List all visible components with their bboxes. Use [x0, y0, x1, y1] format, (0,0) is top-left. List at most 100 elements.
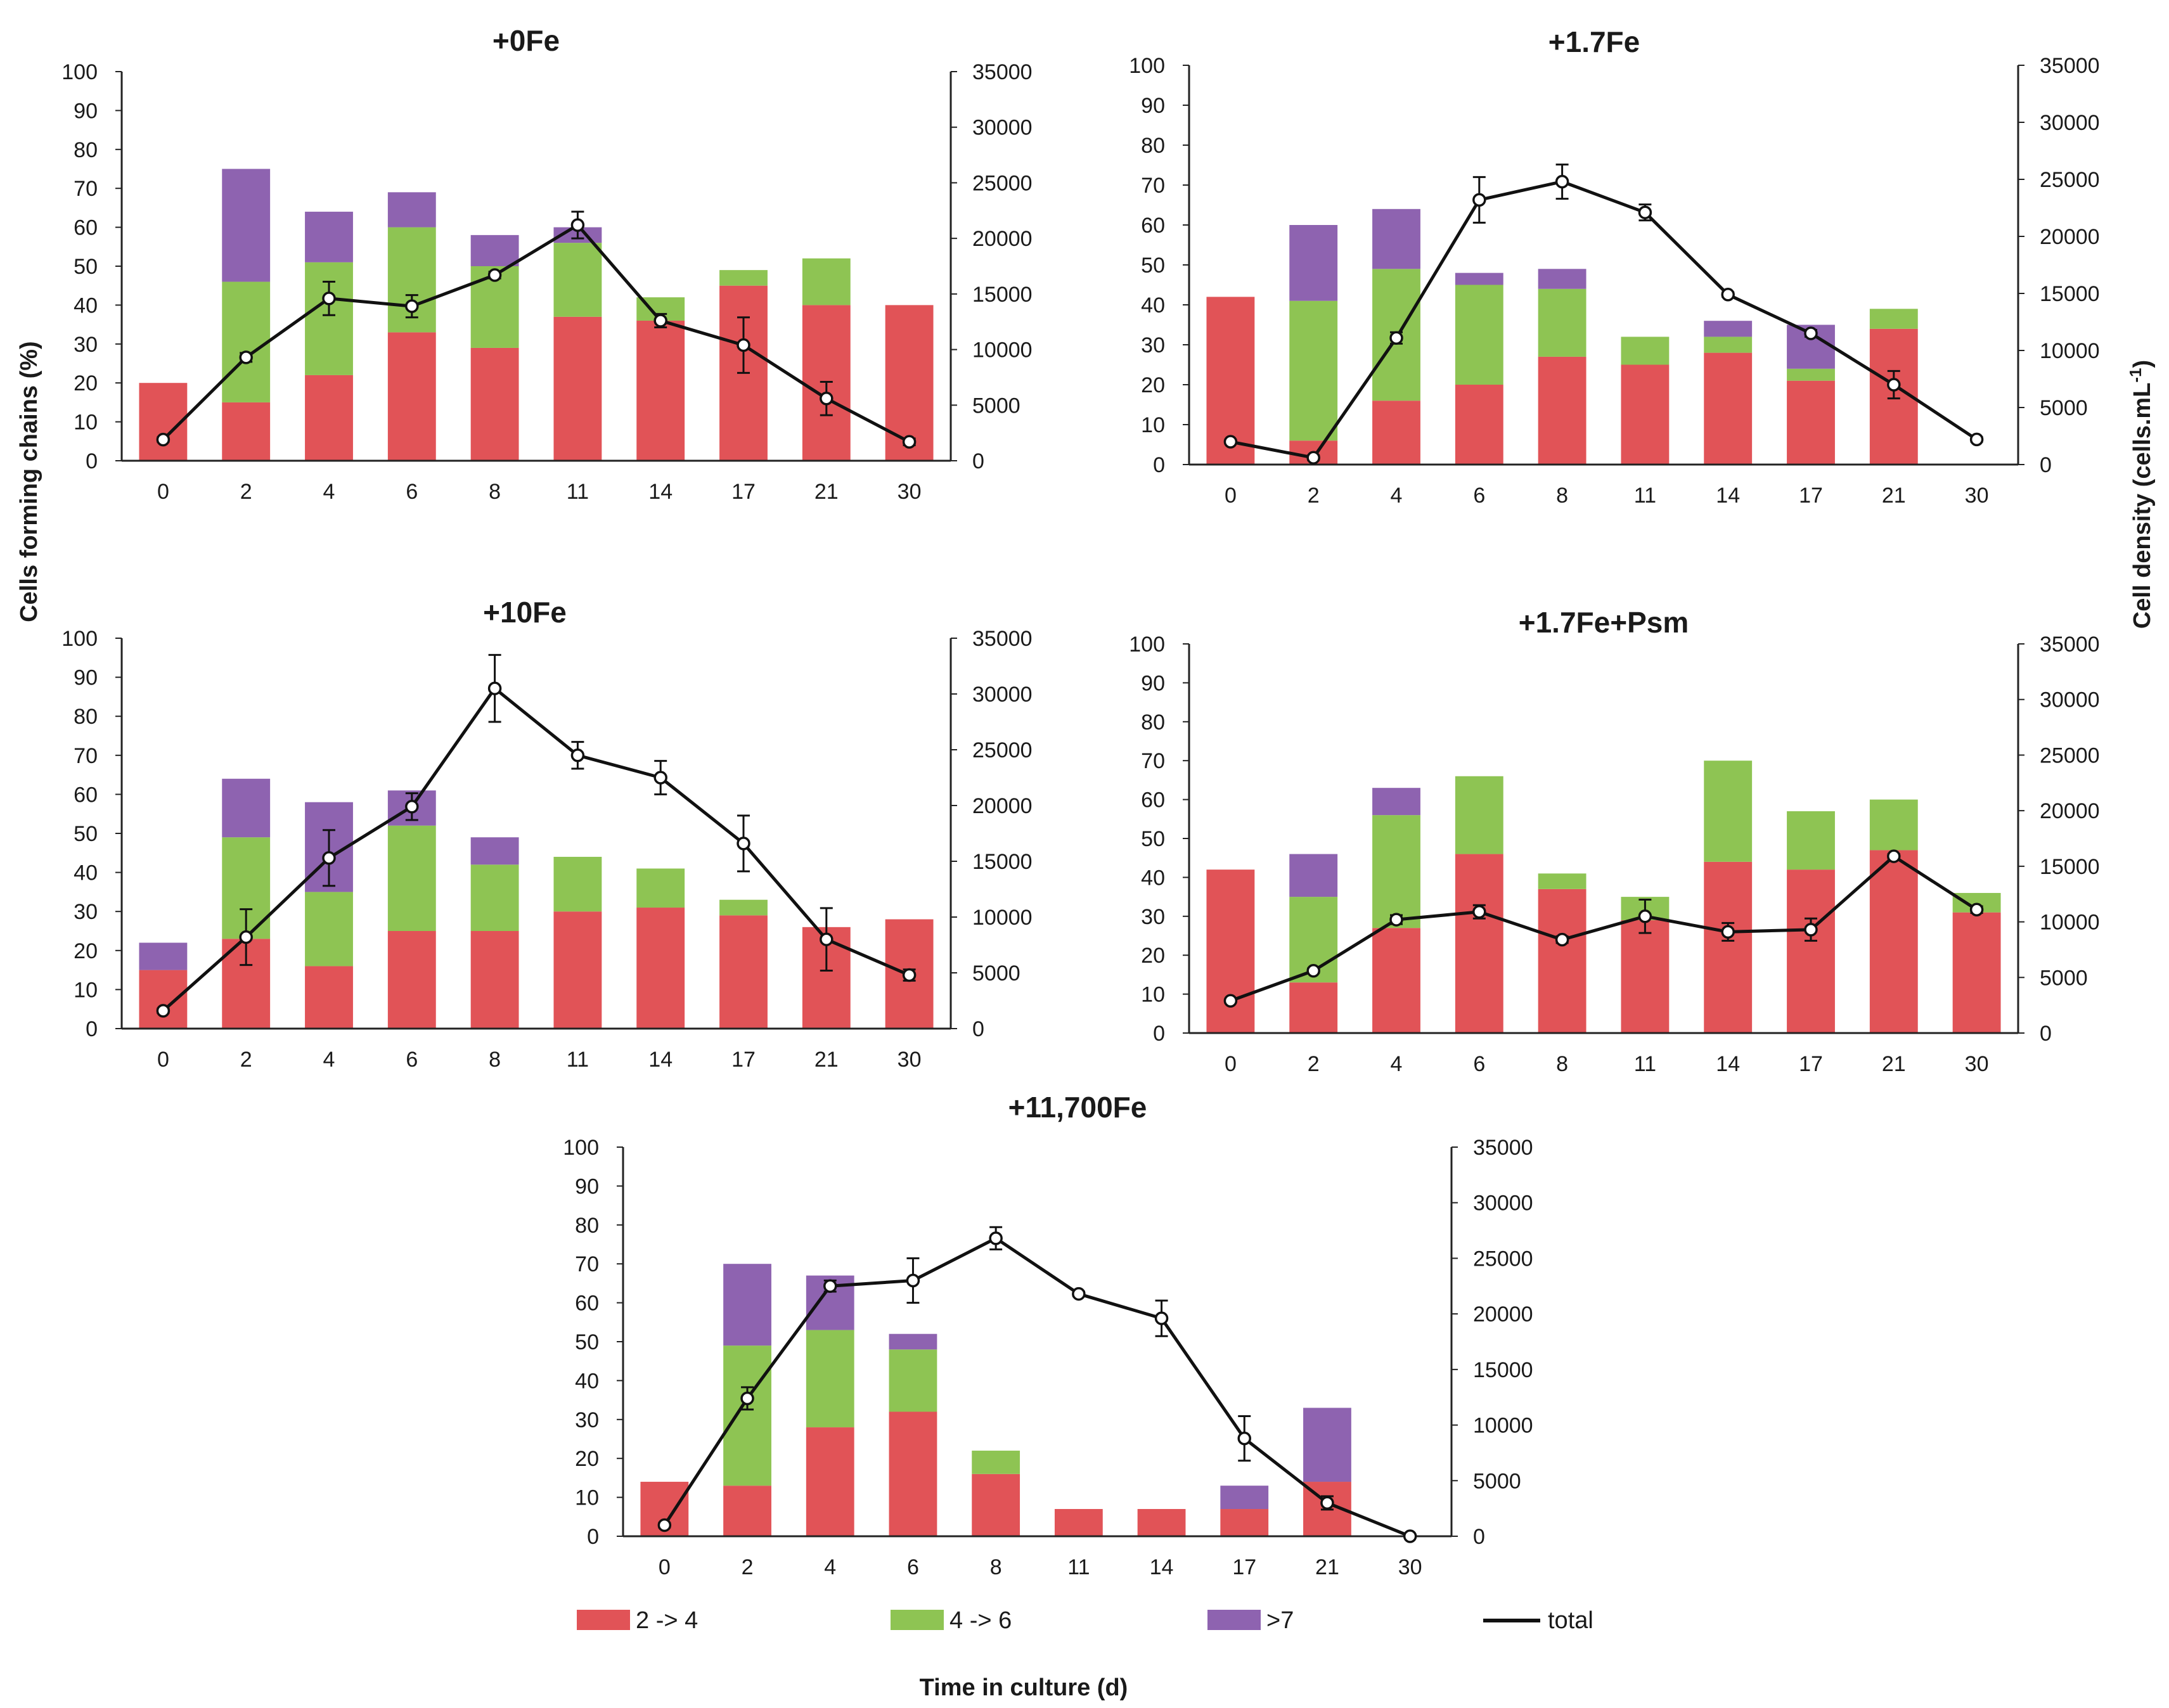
total-point-day-4 [322, 292, 336, 305]
legend-label-gt7: >7 [1266, 1607, 1294, 1634]
bar-4-6-day-2 [1289, 300, 1338, 441]
total-point-day-11 [1638, 205, 1652, 219]
left-tick-label: 70 [1141, 174, 1165, 198]
left-tick-label: 30 [1141, 333, 1165, 357]
total-point-day-30 [902, 435, 917, 449]
left-tick-label: 80 [1141, 134, 1165, 158]
x-tick-label: 2 [240, 1048, 252, 1072]
bar-4-6-day-11 [553, 856, 602, 912]
left-tick-label: 70 [575, 1252, 599, 1276]
total-point-day-11 [570, 218, 585, 232]
right-tick-label: 35000 [972, 627, 1033, 651]
x-tick-label: 4 [1391, 484, 1403, 508]
bar-2-4-day-14 [636, 908, 685, 1029]
total-point-day-4 [1389, 331, 1403, 345]
left-tick-label: 20 [1141, 944, 1165, 968]
bar-4-6-day-17 [719, 270, 768, 286]
total-point-day-17 [1804, 923, 1818, 937]
left-tick-label: 70 [1141, 749, 1165, 773]
right-tick-label: 25000 [1473, 1247, 1533, 1271]
bar-2-4-day-4 [1372, 401, 1420, 465]
chart-title: +10Fe [483, 596, 567, 629]
total-point-day-8 [487, 681, 502, 695]
bar-2-4-day-17 [1220, 1509, 1269, 1536]
left-tick-label: 60 [74, 783, 98, 807]
x-tick-label: 11 [1067, 1555, 1090, 1579]
bar-4-6-day-11 [553, 243, 602, 317]
x-tick-label: 8 [990, 1555, 1002, 1579]
x-tick-label: 0 [1225, 1052, 1237, 1076]
right-tick-label: 10000 [2040, 911, 2100, 935]
bar-4-6-day-6 [1455, 776, 1503, 854]
bar-4-6-day-2 [222, 281, 271, 402]
bar-2-4-day-6 [387, 931, 436, 1029]
bar-4-6-day-21 [1869, 309, 1918, 329]
bar-gt7-day-2 [1289, 225, 1338, 301]
total-point-day-14 [1721, 288, 1735, 302]
left-tick-label: 0 [86, 1017, 98, 1041]
right-tick-label: 20000 [2040, 225, 2100, 249]
total-point-day-8 [1555, 932, 1569, 947]
bar-2-4-day-6 [1455, 385, 1503, 465]
bar-2-4-day-17 [1787, 870, 1835, 1033]
bar-4-6-day-21 [1869, 799, 1918, 851]
bar-gt7-day-2 [222, 778, 271, 838]
bar-4-6-day-8 [470, 864, 519, 931]
bar-4-6-day-4 [305, 262, 353, 375]
x-tick-label: 17 [1799, 1052, 1823, 1076]
left-tick-label: 90 [1141, 671, 1165, 695]
right-tick-label: 35000 [2040, 54, 2100, 78]
left-tick-label: 50 [1141, 827, 1165, 851]
total-point-day-14 [1721, 925, 1735, 939]
right-tick-label: 15000 [972, 850, 1033, 874]
right-tick-label: 15000 [2040, 855, 2100, 879]
x-tick-label: 14 [648, 1048, 673, 1072]
bar-2-4-day-11 [553, 316, 602, 461]
x-tick-label: 6 [406, 1048, 418, 1072]
right-tick-label: 25000 [972, 171, 1033, 195]
bar-gt7-day-4 [305, 212, 353, 262]
chart-3: +10Fe01020304050607080901000500010000150… [61, 596, 1032, 1072]
left-tick-label: 100 [61, 60, 98, 84]
bar-4-6-day-4 [305, 892, 353, 966]
left-tick-label: 30 [74, 900, 98, 924]
x-tick-label: 8 [1556, 1052, 1568, 1076]
x-tick-label: 14 [1150, 1555, 1174, 1579]
bar-4-6-day-6 [1455, 285, 1503, 385]
left-tick-label: 50 [575, 1330, 599, 1354]
right-tick-label: 5000 [972, 394, 1020, 418]
bar-gt7-day-2 [1289, 854, 1338, 897]
right-tick-label: 5000 [972, 961, 1020, 986]
total-point-day-21 [1320, 1496, 1334, 1510]
total-point-day-0 [1223, 994, 1238, 1008]
x-tick-label: 8 [489, 1048, 501, 1072]
total-point-day-30 [1969, 432, 1984, 447]
left-tick-label: 50 [74, 822, 98, 846]
left-tick-label: 60 [74, 216, 98, 240]
bar-2-4-day-11 [1054, 1509, 1103, 1536]
bar-gt7-day-17 [1220, 1486, 1269, 1510]
x-tick-label: 4 [1391, 1052, 1403, 1076]
bar-2-4-day-11 [1621, 364, 1670, 465]
right-axis-label-end: ) [2129, 360, 2156, 368]
left-tick-label: 10 [74, 411, 98, 435]
total-line [663, 1236, 1411, 1538]
bar-2-4-day-0 [139, 970, 188, 1029]
bar-2-4-day-2 [222, 402, 271, 461]
total-line [1230, 854, 1978, 1003]
left-tick-label: 90 [1141, 94, 1165, 118]
bar-4-6-day-8 [972, 1450, 1020, 1474]
left-tick-label: 80 [575, 1214, 599, 1238]
bar-2-4-day-4 [806, 1427, 854, 1536]
chart-title: +0Fe [492, 24, 560, 57]
x-tick-label: 30 [1398, 1555, 1422, 1579]
x-tick-label: 14 [1716, 1052, 1740, 1076]
bar-gt7-day-2 [222, 169, 271, 282]
bar-2-4-day-11 [1621, 920, 1670, 1033]
total-point-day-8 [487, 268, 502, 282]
x-tick-label: 0 [1225, 484, 1237, 508]
total-point-day-6 [405, 800, 419, 814]
left-tick-label: 10 [74, 978, 98, 1002]
right-tick-label: 15000 [1473, 1358, 1533, 1382]
total-point-day-11 [1638, 909, 1652, 923]
